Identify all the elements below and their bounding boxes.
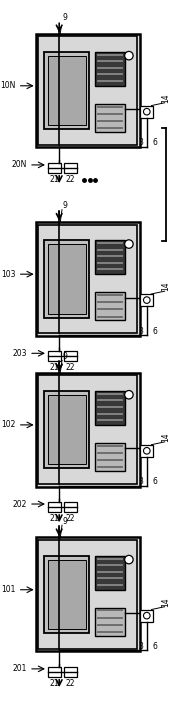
Bar: [64, 502, 77, 512]
Text: 22: 22: [66, 364, 75, 372]
Text: 9: 9: [62, 352, 67, 361]
Text: 3: 3: [139, 138, 144, 148]
Text: 201: 201: [13, 664, 27, 673]
Bar: [95, 608, 125, 636]
Circle shape: [144, 297, 150, 303]
Text: 22: 22: [66, 514, 75, 523]
Circle shape: [125, 240, 133, 249]
Bar: [38, 375, 137, 483]
Bar: [38, 225, 137, 333]
Text: 6: 6: [153, 326, 158, 336]
Bar: [64, 351, 77, 361]
Bar: [48, 502, 61, 512]
Bar: [95, 52, 125, 86]
Bar: [95, 391, 125, 425]
Bar: [64, 163, 77, 173]
Text: 22: 22: [66, 679, 75, 688]
Bar: [95, 240, 125, 274]
Bar: [48, 244, 86, 314]
Text: 3: 3: [139, 326, 144, 336]
Text: 21: 21: [50, 364, 59, 372]
Bar: [36, 373, 140, 486]
Text: 101: 101: [1, 585, 16, 594]
Text: 10N: 10N: [1, 81, 16, 90]
Text: 14: 14: [161, 597, 170, 607]
Bar: [44, 556, 89, 633]
Bar: [140, 609, 153, 622]
Circle shape: [144, 448, 150, 454]
Bar: [95, 292, 125, 321]
Bar: [48, 56, 86, 125]
Circle shape: [144, 108, 150, 115]
Circle shape: [125, 52, 133, 60]
Bar: [44, 391, 89, 468]
Text: 9: 9: [62, 13, 67, 22]
Circle shape: [144, 612, 150, 619]
Bar: [140, 105, 153, 118]
Text: 14: 14: [161, 281, 170, 292]
Text: 21: 21: [50, 679, 59, 688]
Text: 3: 3: [139, 478, 144, 486]
Bar: [36, 537, 140, 651]
Bar: [38, 36, 137, 145]
Bar: [48, 351, 61, 361]
Text: 21: 21: [50, 514, 59, 523]
Circle shape: [125, 555, 133, 564]
Bar: [95, 104, 125, 132]
Bar: [48, 560, 86, 630]
Text: 14: 14: [161, 93, 170, 103]
Bar: [38, 540, 137, 648]
Text: 6: 6: [153, 642, 158, 651]
Bar: [48, 163, 61, 173]
Text: 3: 3: [139, 642, 144, 651]
Bar: [140, 445, 153, 457]
Text: 103: 103: [1, 270, 16, 278]
Bar: [44, 240, 89, 318]
Text: 14: 14: [161, 433, 170, 442]
Text: 102: 102: [1, 420, 16, 430]
Text: 6: 6: [153, 138, 158, 148]
Bar: [36, 222, 140, 336]
Bar: [140, 294, 153, 306]
Text: 21: 21: [50, 175, 59, 184]
Text: 9: 9: [62, 517, 67, 526]
Circle shape: [125, 390, 133, 399]
Text: 9: 9: [62, 201, 67, 210]
Bar: [48, 395, 86, 465]
Bar: [95, 443, 125, 471]
Text: 6: 6: [153, 478, 158, 486]
Text: 202: 202: [13, 499, 27, 508]
Bar: [64, 667, 77, 677]
Text: 20N: 20N: [12, 161, 27, 169]
Text: 203: 203: [13, 349, 27, 358]
Text: 22: 22: [66, 175, 75, 184]
Bar: [36, 33, 140, 148]
Bar: [95, 556, 125, 590]
Bar: [44, 52, 89, 129]
Bar: [48, 667, 61, 677]
